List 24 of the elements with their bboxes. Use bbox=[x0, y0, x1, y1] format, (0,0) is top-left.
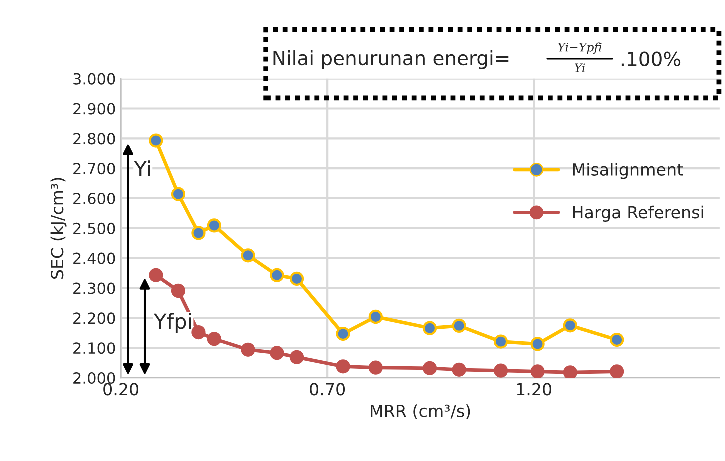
x-tick-label: 1.20 bbox=[517, 383, 552, 396]
text: .100% bbox=[622, 52, 681, 66]
y-tick-label: 2.300 bbox=[74, 282, 116, 294]
y-tick-label: 2.600 bbox=[74, 192, 116, 205]
y-tick-label: 2.500 bbox=[74, 222, 116, 234]
y-tick-label: 2.400 bbox=[74, 252, 116, 264]
annotation: Yi bbox=[134, 160, 150, 176]
x-tick-label: 0.20 bbox=[104, 383, 139, 396]
x-axis-title: MRR (cm³/s) bbox=[371, 404, 470, 420]
legend-label: Harga Referensi bbox=[573, 206, 704, 222]
y-tick-label: 2.100 bbox=[74, 342, 116, 354]
y-tick-label: 2.000 bbox=[74, 372, 116, 384]
y-tick-label: 2.200 bbox=[74, 312, 116, 324]
y-tick-label: 2.800 bbox=[74, 133, 116, 145]
annotation: Yfpi bbox=[154, 313, 192, 334]
legend-label: Misalignment bbox=[573, 163, 684, 180]
y-tick-label: 2.900 bbox=[74, 103, 116, 115]
y-tick-label: 3.000 bbox=[74, 73, 116, 85]
x-tick-label: 0.70 bbox=[310, 383, 346, 396]
text: Nilai penurunan energi= bbox=[274, 50, 509, 70]
text: Yi bbox=[574, 64, 586, 72]
text: Yi−Ypfi bbox=[558, 42, 602, 54]
y-tick-label: 2.700 bbox=[74, 163, 116, 175]
y-axis-title: SEC (kJ/cm³) bbox=[50, 178, 67, 279]
